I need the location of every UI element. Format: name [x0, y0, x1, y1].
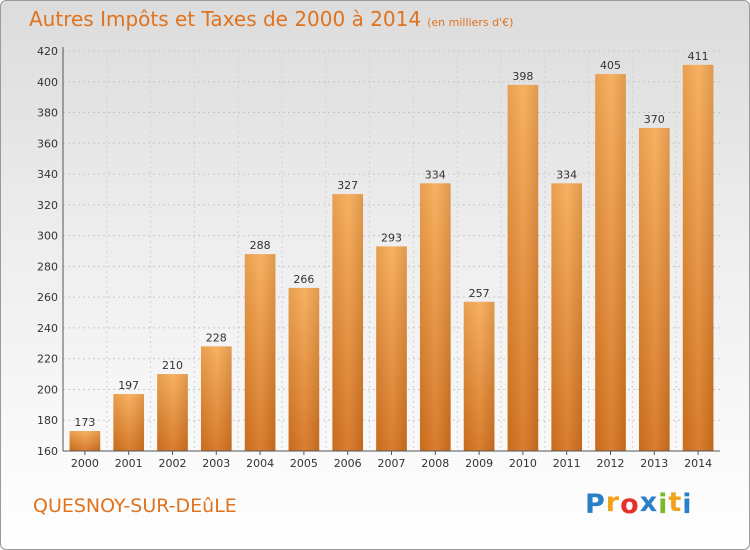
- bar-shade: [157, 374, 188, 451]
- y-tick-label: 380: [37, 107, 58, 120]
- logo-letter: r: [605, 487, 621, 518]
- bar-shade: [638, 127, 670, 451]
- logo-letter: i: [682, 489, 693, 520]
- x-tick-label: 2001: [115, 457, 143, 470]
- data-label: 293: [381, 231, 402, 244]
- bar-shade: [376, 246, 407, 451]
- y-tick-label: 300: [37, 230, 58, 243]
- x-tick-label: 2003: [202, 457, 230, 470]
- bar-shade: [332, 194, 364, 452]
- data-label: 334: [556, 168, 577, 181]
- data-label: 266: [293, 273, 314, 286]
- y-tick-label: 260: [37, 291, 58, 304]
- bar-shade: [113, 394, 145, 451]
- y-tick-label: 320: [37, 199, 58, 212]
- logo-letter: P: [585, 489, 606, 520]
- x-tick-label: 2009: [465, 457, 493, 470]
- y-tick-label: 360: [37, 137, 58, 150]
- y-tick-label: 240: [37, 322, 58, 335]
- x-tick-label: 2012: [597, 457, 625, 470]
- data-label: 334: [425, 168, 446, 181]
- bar-shade: [682, 64, 714, 451]
- x-tick-label: 2007: [378, 457, 406, 470]
- data-label: 327: [337, 179, 358, 192]
- logo-letter: o: [620, 489, 640, 520]
- logo-letter: t: [668, 487, 683, 518]
- x-tick-label: 2011: [553, 457, 581, 470]
- unit-text: (en milliers d'€): [427, 16, 514, 29]
- bar-shade: [595, 74, 626, 452]
- bar-shade: [244, 254, 276, 451]
- data-label: 257: [469, 287, 490, 300]
- x-tick-label: 2006: [334, 457, 362, 470]
- x-tick-label: 2010: [509, 457, 537, 470]
- x-tick-label: 2002: [159, 457, 187, 470]
- y-tick-label: 400: [37, 76, 58, 89]
- data-label: 197: [118, 379, 139, 392]
- x-tick-label: 2000: [71, 457, 99, 470]
- y-tick-label: 180: [37, 414, 58, 427]
- data-label: 228: [206, 331, 227, 344]
- bar-shade: [288, 287, 320, 451]
- bar-shade: [200, 346, 232, 451]
- x-tick-label: 2013: [640, 457, 668, 470]
- y-tick-label: 160: [37, 445, 58, 458]
- logo-letter: x: [639, 487, 659, 518]
- data-label: 398: [512, 70, 533, 83]
- y-tick-label: 200: [37, 383, 58, 396]
- data-label: 405: [600, 59, 621, 72]
- x-tick-label: 2014: [684, 457, 712, 470]
- data-label: 370: [644, 113, 665, 126]
- proxiti-logo: Proxiti: [585, 487, 693, 520]
- bar-shade: [507, 84, 539, 451]
- commune-name: QUESNOY-SUR-DEûLE: [33, 495, 237, 517]
- logo-letter: i: [658, 489, 669, 520]
- y-tick-label: 420: [37, 45, 58, 58]
- bar-shade: [419, 183, 451, 452]
- data-label: 288: [250, 239, 271, 252]
- bar-shade: [463, 301, 495, 451]
- x-tick-label: 2008: [421, 457, 449, 470]
- title-text: Autres Impôts et Taxes de 2000 à 2014: [29, 7, 422, 31]
- data-label: 210: [162, 359, 183, 372]
- bar-shade: [551, 183, 583, 452]
- bar-shade: [69, 431, 101, 451]
- x-tick-label: 2004: [246, 457, 274, 470]
- chart-title: Autres Impôts et Taxes de 2000 à 2014 (en…: [29, 7, 513, 31]
- y-tick-label: 280: [37, 260, 58, 273]
- y-tick-label: 340: [37, 168, 58, 181]
- data-label: 173: [74, 416, 95, 429]
- x-tick-label: 2005: [290, 457, 318, 470]
- data-label: 411: [688, 50, 709, 63]
- y-tick-label: 220: [37, 353, 58, 366]
